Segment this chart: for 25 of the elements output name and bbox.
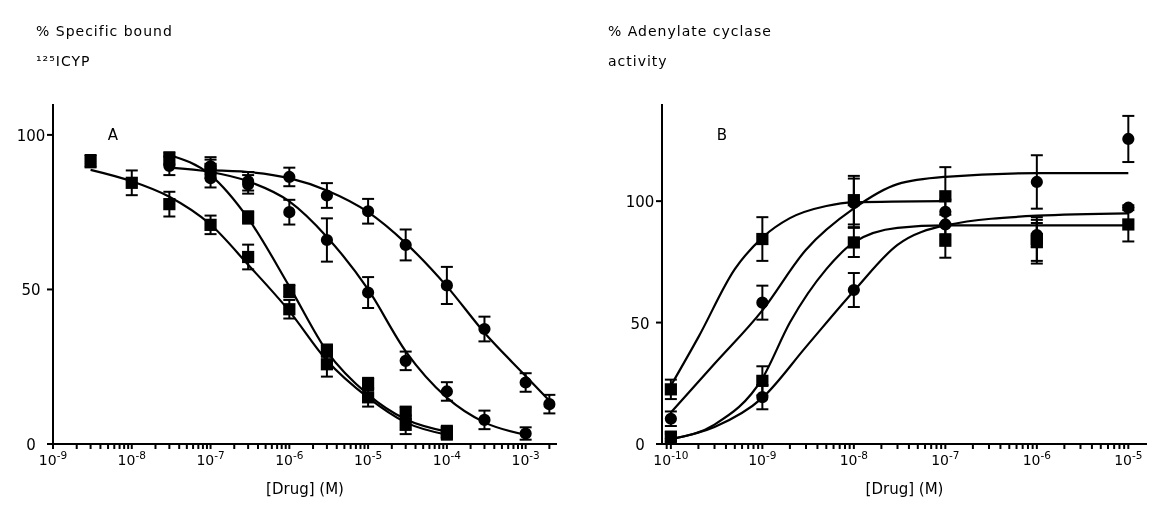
x-tick-label: 10$^{-4}$	[432, 449, 462, 468]
y-axis-title: % Adenylate cyclase activity	[608, 22, 772, 71]
x-tick-label: 10$^{-9}$	[748, 449, 777, 468]
y-tick-label: 50	[630, 314, 650, 333]
x-tick-label: 10$^{-5}$	[1114, 449, 1143, 468]
y-tick-label: 100	[16, 126, 46, 145]
annotation: B	[716, 126, 728, 144]
x-axis-title: [Drug] (M)	[865, 480, 944, 498]
y-tick-label: 100	[625, 193, 655, 212]
x-tick-label: 10$^{-10}$	[653, 449, 689, 468]
x-axis-title: [Drug] (M)	[266, 480, 344, 498]
x-tick-label: 10$^{-8}$	[839, 449, 869, 468]
y-axis-title: % Specific bound ¹²⁵ICYP	[36, 22, 173, 71]
x-tick-label: 10$^{-5}$	[353, 449, 383, 468]
y-tick-label: 0	[26, 436, 36, 454]
x-tick-label: 10$^{-3}$	[511, 449, 540, 468]
annotation: A	[107, 126, 119, 144]
x-tick-label: 10$^{-6}$	[1022, 449, 1052, 468]
x-tick-label: 10$^{-6}$	[275, 449, 304, 468]
x-tick-label: 10$^{-9}$	[38, 449, 68, 468]
y-tick-label: 0	[635, 436, 645, 454]
x-tick-label: 10$^{-7}$	[196, 449, 225, 468]
x-tick-label: 10$^{-7}$	[931, 449, 960, 468]
y-tick-label: 50	[21, 281, 41, 300]
x-tick-label: 10$^{-8}$	[117, 449, 146, 468]
